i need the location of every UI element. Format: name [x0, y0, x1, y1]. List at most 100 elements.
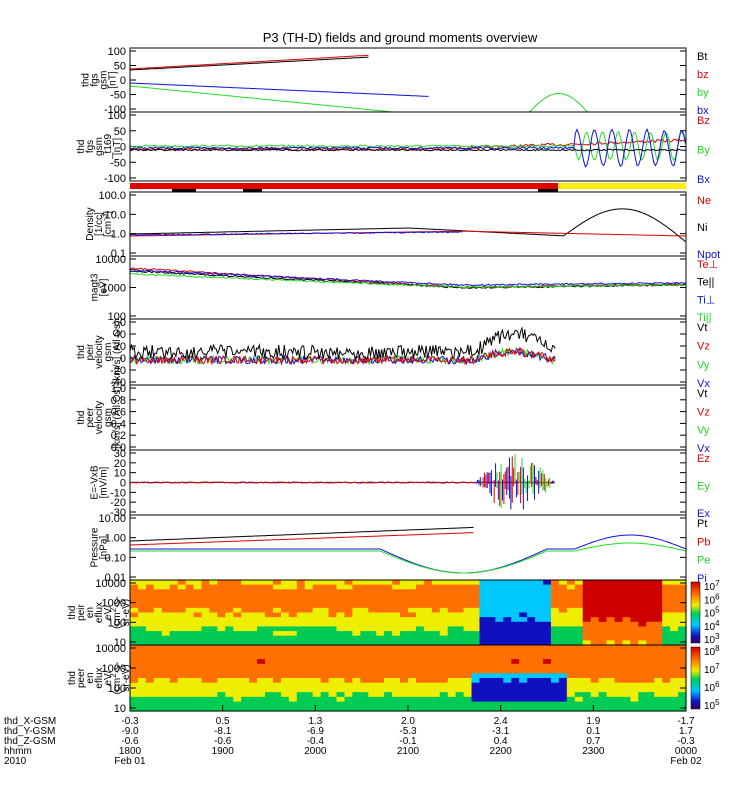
heatmap-cell — [408, 584, 417, 590]
heatmap-cell — [241, 598, 250, 604]
y-axis-label-line: [nT] — [112, 138, 123, 155]
heatmap-cell — [503, 701, 512, 707]
heatmap-cell — [169, 593, 179, 600]
heatmap-cell — [590, 603, 600, 609]
heatmap-cell — [543, 635, 552, 641]
heatmap-cell — [439, 607, 449, 614]
heatmap-cell — [590, 635, 600, 641]
heatmap-cell — [630, 696, 639, 703]
heatmap-cell — [328, 682, 338, 689]
panel-frame — [129, 47, 687, 113]
heatmap-cell — [479, 659, 489, 665]
heatmap-cell — [328, 668, 338, 674]
heatmap-cell — [590, 617, 600, 623]
heatmap-cell — [550, 678, 560, 684]
heatmap-cell — [296, 635, 306, 641]
heatmap-cell — [606, 678, 616, 684]
heatmap-cell — [368, 631, 377, 637]
heatmap-cell — [566, 682, 576, 689]
heatmap-cell — [336, 673, 346, 679]
heatmap-cell — [558, 584, 568, 590]
heatmap-cell — [312, 617, 322, 623]
heatmap-cell — [193, 682, 203, 689]
heatmap-cell — [352, 692, 361, 698]
heatmap-cell — [400, 696, 409, 703]
heatmap-cell — [161, 663, 171, 670]
heatmap-cell — [487, 603, 496, 609]
heatmap-cell — [582, 589, 592, 595]
heatmap-cell — [654, 626, 663, 632]
heatmap-cell — [384, 598, 393, 604]
heatmap-cell — [423, 668, 433, 674]
heatmap-cell — [249, 593, 258, 600]
heatmap-cell — [455, 673, 465, 679]
colorbar-label: 106 — [704, 680, 720, 695]
heatmap-cell — [217, 580, 226, 586]
heatmap-cell — [654, 580, 663, 586]
heatmap-cell — [550, 645, 560, 651]
heatmap-cell — [328, 654, 338, 660]
panel-density: 100.010.01.00.1Density[1/cc][cm-3]NeNiNp… — [85, 190, 720, 261]
heatmap-cell — [654, 645, 663, 651]
heatmap-cell — [670, 631, 679, 637]
heatmap-cell — [209, 645, 218, 651]
heatmap-cell — [527, 645, 536, 651]
heatmap-cell — [336, 645, 346, 651]
heatmap-cell — [503, 621, 512, 628]
heatmap-cell — [423, 673, 433, 679]
heatmap-cell — [670, 682, 679, 689]
heatmap-cell — [439, 692, 449, 698]
heatmap-cell — [272, 696, 282, 703]
heatmap-cell — [630, 687, 639, 693]
x-axis-value: -0.6 — [121, 736, 139, 747]
heatmap-cell — [408, 626, 417, 632]
panel-frame — [129, 514, 687, 581]
heatmap-cell — [352, 696, 361, 703]
heatmap-cell — [606, 598, 616, 604]
heatmap-cell — [288, 621, 298, 628]
y-tick-label: 0 — [120, 142, 126, 154]
heatmap-cell — [487, 706, 496, 712]
y-tick-label: -20 — [110, 497, 126, 509]
heatmap-cell — [638, 668, 647, 674]
heatmap-cell — [320, 598, 330, 604]
heatmap-cell — [400, 603, 409, 609]
heatmap-cell — [130, 692, 139, 698]
heatmap-cell — [201, 654, 211, 660]
heatmap-cell — [352, 645, 361, 651]
heatmap-cell — [606, 589, 616, 595]
heatmap-cell — [408, 673, 417, 679]
heatmap-cell — [130, 678, 139, 684]
x-axis-row-label: hhmm — [4, 746, 32, 757]
heatmap-cell — [423, 626, 433, 632]
heatmap-cell — [257, 640, 266, 646]
heatmap-cell — [296, 607, 306, 614]
series-line — [129, 272, 686, 289]
heatmap-cell — [312, 635, 322, 641]
heatmap-cell — [153, 663, 163, 670]
heatmap-cell — [217, 603, 226, 609]
series-line — [129, 56, 369, 71]
heatmap-cell — [130, 635, 139, 641]
heatmap-cell — [463, 682, 473, 689]
heatmap-cell — [654, 631, 663, 637]
heatmap-cell — [495, 706, 504, 712]
heatmap-cell — [225, 663, 234, 670]
heatmap-cell — [654, 659, 663, 665]
legend-entry-ex: Ex — [697, 508, 710, 520]
heatmap-cell — [368, 701, 377, 707]
heatmap-cell — [400, 649, 409, 656]
heatmap-cell — [622, 663, 631, 670]
heatmap-cell — [439, 645, 449, 651]
heatmap-cell — [408, 603, 417, 609]
heatmap-cell — [566, 631, 576, 637]
heatmap-cell — [487, 621, 496, 628]
heatmap-cell — [304, 607, 314, 614]
heatmap-cell — [614, 584, 624, 590]
heatmap-cell — [558, 603, 568, 609]
heatmap-cell — [145, 640, 155, 646]
heatmap-cell — [519, 649, 528, 656]
heatmap-cell — [400, 692, 409, 698]
heatmap-cell — [503, 626, 512, 632]
heatmap-cell — [423, 659, 433, 665]
